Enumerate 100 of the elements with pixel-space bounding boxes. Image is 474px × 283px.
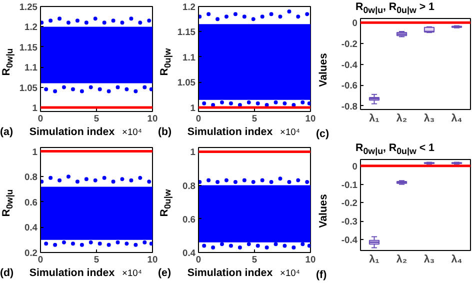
- point: [300, 100, 305, 104]
- point: [220, 242, 224, 246]
- point: [305, 12, 310, 16]
- point: [98, 242, 102, 246]
- y-tick-label: -0.2: [341, 38, 358, 49]
- point: [75, 180, 80, 184]
- point: [134, 89, 138, 94]
- text: ×10⁴: [280, 267, 300, 280]
- point: [111, 180, 116, 184]
- point: [211, 245, 216, 250]
- point: [198, 180, 202, 184]
- point: [40, 20, 44, 25]
- point: [75, 18, 80, 23]
- point: [66, 174, 70, 179]
- text: (b): [158, 125, 172, 139]
- point: [48, 176, 53, 180]
- text: (a): [0, 125, 14, 139]
- point: [138, 176, 142, 180]
- point: [66, 20, 70, 25]
- y-tick-label: 0.2: [24, 248, 38, 258]
- point: [305, 180, 310, 184]
- point: [102, 20, 106, 25]
- text: (f): [316, 268, 327, 282]
- point: [106, 242, 111, 247]
- x-tick-label: λ₂: [396, 112, 408, 124]
- point: [93, 16, 98, 21]
- x-tick-label: 10: [147, 114, 158, 124]
- point: [300, 242, 305, 246]
- y-tick-label: 0: [352, 18, 358, 28]
- point: [84, 177, 88, 182]
- point: [256, 101, 260, 106]
- point: [269, 12, 274, 16]
- text: ×10⁴: [122, 267, 142, 280]
- x-tick-label: 10: [147, 254, 158, 264]
- point: [124, 242, 129, 246]
- point: [228, 101, 233, 106]
- point: [278, 14, 282, 19]
- point: [251, 17, 256, 22]
- y-tick-label: -0.3: [341, 216, 358, 227]
- y-tick-label: 1: [32, 102, 38, 113]
- x-tick-label: λ₂: [396, 254, 408, 266]
- y-tick-label: -0.4: [341, 234, 358, 245]
- point: [242, 14, 246, 19]
- point: [147, 180, 152, 184]
- y-tick-label: 0.6: [24, 197, 38, 208]
- point: [98, 87, 102, 92]
- point: [278, 176, 282, 181]
- point: [233, 12, 238, 16]
- y-tick-label: 1: [32, 146, 38, 157]
- point: [44, 87, 48, 92]
- point: [88, 240, 93, 244]
- point: [282, 244, 287, 248]
- x-tick-label: 10: [305, 114, 316, 124]
- point: [129, 16, 134, 21]
- x-axis-title: Simulation index: [29, 125, 115, 139]
- point: [88, 85, 93, 90]
- point: [228, 244, 233, 248]
- point: [242, 178, 246, 182]
- text: ×10⁴: [122, 126, 142, 139]
- point: [80, 242, 84, 247]
- y-tick-label: 1.05: [19, 82, 38, 93]
- point: [62, 240, 66, 244]
- y-tick-label: 1: [190, 102, 196, 113]
- x-axis-title: Simulation index: [187, 125, 273, 139]
- point: [149, 87, 152, 92]
- point: [40, 180, 44, 184]
- point: [70, 87, 75, 92]
- chart-title: R$_{0w|u}$, R$_{0u|w}$ > 1: [356, 0, 434, 18]
- point: [62, 85, 66, 90]
- text: (d): [0, 266, 14, 280]
- x-tick-label: 10: [305, 254, 316, 264]
- y-tick-label: -0.2: [341, 198, 358, 208]
- y-tick-label: 1.25: [19, 2, 38, 12]
- point: [256, 244, 260, 248]
- y-axis-title: Values: [316, 194, 330, 228]
- point: [224, 178, 228, 182]
- x-tick-label: 5: [252, 114, 258, 124]
- y-tick-label: 1.2: [24, 22, 38, 32]
- point: [44, 242, 48, 246]
- y-tick-label: -0.6: [341, 80, 358, 91]
- x-tick-label: λ₃: [424, 254, 435, 266]
- point: [307, 101, 310, 106]
- y-tick-label: 0.4: [182, 248, 196, 258]
- x-axis-title: Simulation index: [29, 266, 115, 280]
- x-tick-label: λ₁: [369, 254, 380, 266]
- point: [111, 18, 116, 23]
- y-tick-label: 1.2: [182, 2, 196, 12]
- x-tick-label: λ₃: [424, 112, 435, 124]
- point: [120, 20, 124, 25]
- point: [233, 180, 238, 184]
- point: [251, 180, 256, 184]
- point: [216, 17, 220, 22]
- point: [48, 18, 53, 23]
- point: [53, 89, 58, 94]
- point: [70, 242, 75, 246]
- point: [202, 101, 206, 106]
- point: [260, 178, 264, 182]
- point: [238, 245, 242, 250]
- point: [116, 240, 120, 244]
- y-tick-label: 1.15: [177, 27, 196, 38]
